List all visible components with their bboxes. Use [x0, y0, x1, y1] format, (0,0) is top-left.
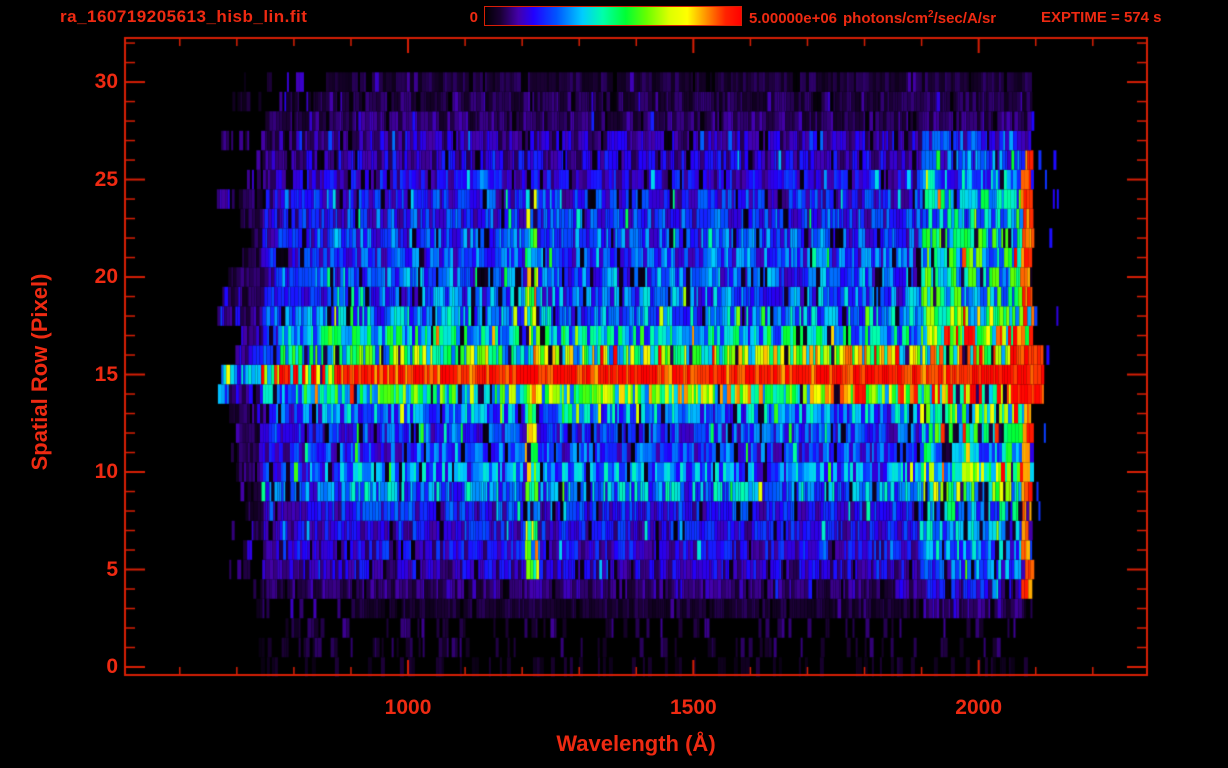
- y-axis-title: Spatial Row (Pixel): [27, 273, 52, 471]
- units-exponent: 2: [928, 9, 934, 20]
- units-suffix: /sec/A/sr: [933, 10, 997, 27]
- y-tick-label: 5: [106, 557, 118, 581]
- y-tick-label: 30: [94, 70, 118, 94]
- colorbar-min-label: 0: [469, 9, 478, 26]
- colorbar-max-label: 5.00000e+06: [749, 10, 838, 27]
- exptime-label: EXPTIME = 574 s: [1041, 9, 1162, 26]
- y-tick-label: 15: [94, 362, 118, 386]
- x-tick-label: 1000: [384, 696, 432, 719]
- units-prefix: photons/cm: [843, 10, 929, 27]
- y-tick-label: 10: [94, 460, 118, 484]
- colorbar: [484, 6, 742, 26]
- y-tick-label: 0: [106, 655, 118, 678]
- y-tick-label: 20: [94, 265, 118, 289]
- y-tick-label: 25: [94, 167, 118, 191]
- file-title: ra_160719205613_hisb_lin.fit: [60, 7, 308, 26]
- colorbar-max-units-label: 5.00000e+06 photons/cm2/sec/A/sr: [749, 9, 996, 27]
- x-axis-title: Wavelength (Å): [556, 731, 716, 756]
- x-tick-label: 2000: [955, 696, 1003, 719]
- x-tick-label: 1500: [669, 696, 717, 719]
